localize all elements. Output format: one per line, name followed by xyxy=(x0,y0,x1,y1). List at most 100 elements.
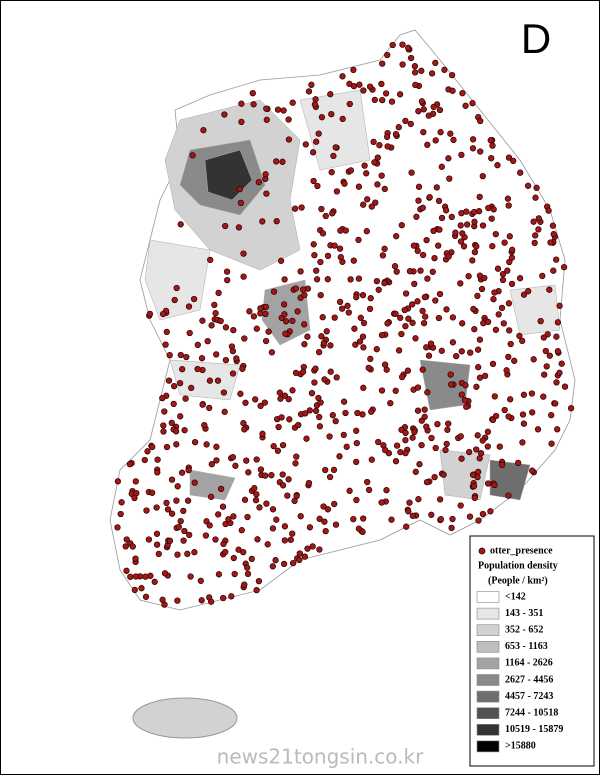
presence-dot xyxy=(476,374,484,381)
presence-dot xyxy=(461,397,469,404)
presence-dot xyxy=(350,66,357,74)
presence-dot xyxy=(450,136,457,144)
legend-title: Population density xyxy=(478,560,558,571)
presence-dot xyxy=(278,414,285,421)
presence-dot xyxy=(183,353,190,361)
presence-dot xyxy=(244,564,251,571)
presence-dot xyxy=(494,162,501,169)
presence-dot xyxy=(261,399,268,406)
presence-dot xyxy=(506,233,513,240)
presence-dot xyxy=(289,530,296,537)
presence-dot xyxy=(253,586,260,594)
presence-dot xyxy=(240,420,247,427)
presence-dot xyxy=(476,455,483,462)
presence-dot xyxy=(411,428,418,436)
presence-dot xyxy=(545,207,552,214)
presence-dot xyxy=(326,473,334,481)
presence-dot xyxy=(262,303,270,311)
presence-dot xyxy=(516,332,523,340)
presence-dot xyxy=(114,478,122,485)
presence-dot xyxy=(470,483,478,490)
presence-dot xyxy=(430,103,437,111)
presence-dot xyxy=(279,482,287,489)
presence-dot xyxy=(316,515,323,522)
presence-dot xyxy=(324,276,331,283)
presence-dot xyxy=(548,411,555,419)
presence-dot xyxy=(360,515,367,522)
presence-dot xyxy=(220,594,227,602)
presence-dot xyxy=(133,489,140,497)
presence-dot xyxy=(313,138,320,145)
presence-dot xyxy=(301,291,308,299)
presence-dot xyxy=(473,243,480,250)
presence-dot xyxy=(190,295,198,303)
presence-dot xyxy=(457,502,464,509)
presence-dot xyxy=(222,548,229,556)
presence-dot xyxy=(179,366,186,373)
presence-dot xyxy=(531,239,538,247)
presence-dot xyxy=(132,555,139,562)
presence-dot xyxy=(324,506,332,513)
presence-dot xyxy=(433,184,440,191)
presence-dot xyxy=(231,570,238,578)
presence-dot xyxy=(333,188,341,195)
presence-dot xyxy=(222,324,230,331)
presence-dot xyxy=(469,136,477,143)
presence-dot xyxy=(244,513,251,521)
presence-dot xyxy=(432,297,439,304)
presence-dot xyxy=(452,229,459,236)
legend-class-label: <142 xyxy=(505,591,526,602)
presence-dot xyxy=(560,263,568,271)
presence-dot xyxy=(397,314,404,321)
presence-dot xyxy=(273,218,280,225)
presence-dot xyxy=(491,289,498,296)
presence-dot xyxy=(442,207,450,214)
presence-dot xyxy=(507,340,514,348)
presence-dot xyxy=(289,99,296,106)
presence-dot xyxy=(342,409,349,417)
presence-dot xyxy=(448,213,455,221)
presence-dot xyxy=(356,338,364,345)
presence-dot xyxy=(380,442,387,449)
presence-dot xyxy=(405,315,412,322)
presence-dot xyxy=(241,581,248,588)
presence-dot xyxy=(465,273,472,280)
presence-dot xyxy=(484,480,492,487)
presence-dot xyxy=(114,524,121,531)
presence-dot xyxy=(449,339,457,346)
presence-dot xyxy=(373,277,381,285)
presence-dot xyxy=(160,428,167,435)
presence-dot xyxy=(403,523,410,530)
presence-dot xyxy=(410,242,418,249)
presence-dot xyxy=(281,537,288,544)
presence-dot xyxy=(315,130,322,137)
presence-dot xyxy=(539,272,546,280)
presence-dot xyxy=(337,254,344,261)
presence-dot xyxy=(508,280,516,288)
presence-dot xyxy=(277,257,285,264)
presence-dot xyxy=(263,116,270,123)
presence-dot xyxy=(491,393,498,400)
presence-dot xyxy=(291,497,298,505)
presence-dot xyxy=(519,411,527,418)
presence-dot xyxy=(379,60,386,67)
presence-dot xyxy=(347,167,355,174)
presence-dot xyxy=(341,180,348,187)
presence-dot xyxy=(412,468,419,475)
presence-dot xyxy=(463,403,470,410)
presence-dot xyxy=(255,178,262,186)
presence-dot xyxy=(174,483,181,490)
legend-swatch xyxy=(476,624,500,637)
presence-dot xyxy=(161,601,168,608)
presence-dot xyxy=(308,81,315,88)
presence-dot xyxy=(186,329,193,337)
presence-dot xyxy=(417,267,424,274)
presence-dot xyxy=(397,448,404,456)
presence-dot xyxy=(213,443,220,450)
presence-dot xyxy=(489,243,496,250)
presence-dot xyxy=(547,239,554,246)
presence-dot xyxy=(299,286,307,293)
presence-dot xyxy=(473,383,480,390)
presence-dot xyxy=(457,433,464,440)
